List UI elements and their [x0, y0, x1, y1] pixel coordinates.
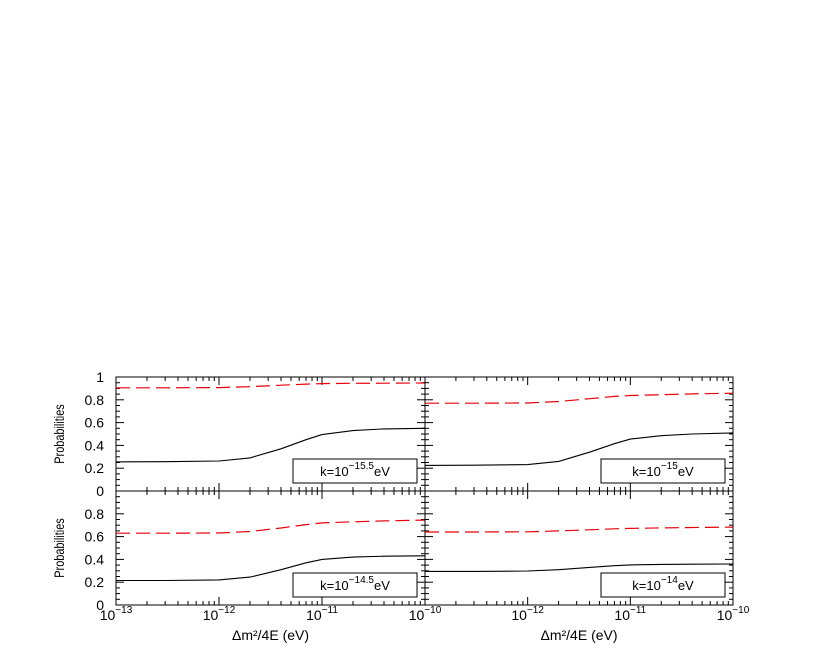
panel-3: k=10−14.5eV — [115, 490, 426, 606]
k-label-exponent: −14 — [661, 575, 678, 586]
series-dashed-line — [425, 526, 734, 533]
k-value-label: k=10−15.5eV — [320, 461, 390, 479]
x-tick-exponent: −10 — [732, 605, 749, 616]
y-tick-label: 0.4 — [85, 551, 105, 567]
x-tick-exponent: −11 — [322, 605, 339, 616]
k-label-unit: eV — [678, 578, 694, 593]
series-solid-line — [116, 555, 426, 582]
x-tick-base: 10 — [100, 607, 116, 623]
series-solid-line — [425, 563, 734, 572]
k-label-unit: eV — [374, 464, 390, 479]
y-tick-label: 0.2 — [85, 460, 105, 476]
k-label-box — [600, 458, 726, 484]
k-label-base: k=10 — [320, 464, 349, 479]
y-tick-label: 1 — [96, 369, 104, 385]
x-tick-label: 10−13 — [100, 605, 133, 623]
series-dashed-line — [116, 519, 426, 534]
k-value-label: k=10−14eV — [632, 575, 694, 593]
x-tick-base: 10 — [614, 607, 630, 623]
y-tick-label: 0.8 — [85, 506, 105, 522]
x-tick-label: 10−11 — [306, 605, 338, 623]
k-label-base: k=10 — [632, 464, 661, 479]
k-label-box — [292, 458, 418, 484]
y-tick-label: 0 — [96, 597, 104, 613]
panel-2: k=10−15eV — [424, 376, 734, 492]
x-tick-base: 10 — [203, 607, 219, 623]
x-tick-base: 10 — [717, 607, 733, 623]
k-label-box — [600, 572, 726, 598]
y-axis-title: Probabilities — [52, 518, 68, 577]
k-label-unit: eV — [678, 464, 694, 479]
x-tick-base: 10 — [409, 607, 425, 623]
series-solid-line — [115, 427, 426, 463]
x-tick-exponent: −12 — [527, 605, 544, 616]
panel-1: k=10−15.5eV — [115, 376, 426, 492]
x-tick-label: 10−12 — [203, 605, 236, 623]
series-dashed-line — [116, 382, 426, 389]
y-tick-label: 0.4 — [85, 437, 105, 453]
x-tick-label: 10−12 — [511, 605, 544, 623]
x-axis-title: Δm²/4E (eV) — [232, 627, 309, 643]
x-tick-label: 10−11 — [614, 605, 646, 623]
series-dashed-line — [425, 392, 734, 404]
k-label-base: k=10 — [632, 578, 661, 593]
x-tick-label: 10−10 — [409, 605, 442, 623]
y-tick-label: 0 — [96, 483, 104, 499]
x-tick-exponent: −12 — [218, 605, 235, 616]
k-label-base: k=10 — [320, 578, 349, 593]
k-value-label: k=10−15eV — [632, 461, 694, 479]
series-solid-line — [424, 432, 734, 466]
x-tick-base: 10 — [306, 607, 322, 623]
y-tick-label: 0.8 — [85, 392, 105, 408]
k-label-exponent: −15 — [661, 461, 678, 472]
k-value-label: k=10−14.5eV — [320, 575, 390, 593]
panel-4: k=10−14eV — [424, 490, 734, 606]
y-tick-label: 0.6 — [85, 529, 105, 545]
x-tick-exponent: −11 — [630, 605, 647, 616]
x-tick-base: 10 — [511, 607, 527, 623]
k-label-exponent: −14.5 — [349, 575, 375, 586]
x-tick-label: 10−10 — [717, 605, 750, 623]
y-tick-label: 0.2 — [85, 574, 105, 590]
x-axis-title: Δm²/4E (eV) — [540, 627, 617, 643]
x-tick-exponent: −10 — [424, 605, 441, 616]
k-label-exponent: −15.5 — [349, 461, 375, 472]
k-label-box — [292, 572, 418, 598]
k-label-unit: eV — [374, 578, 390, 593]
x-tick-exponent: −13 — [115, 605, 132, 616]
y-tick-label: 0.6 — [85, 415, 105, 431]
y-axis-title: Probabilities — [52, 404, 68, 463]
